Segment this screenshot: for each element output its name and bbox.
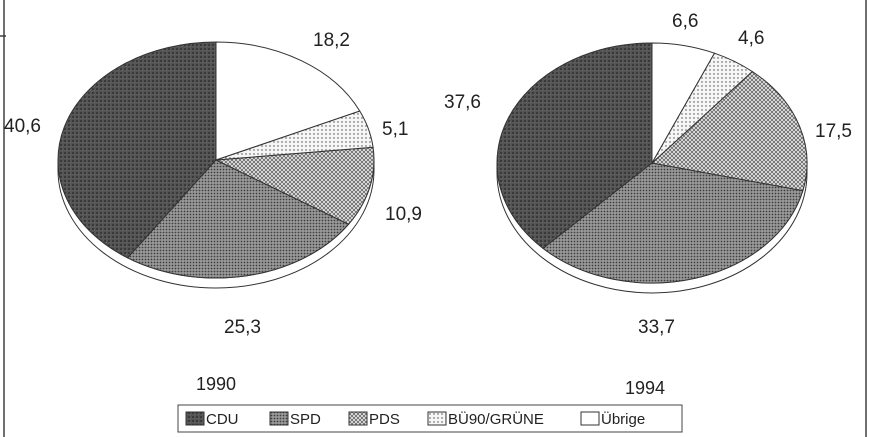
- legend-swatch-spd: [269, 411, 289, 426]
- legend-label-uebrige: Übrige: [601, 410, 645, 428]
- legend: CDU SPD PDS BÜ90/GRÜNE Übrige: [177, 404, 683, 433]
- year-label-1990: 1990: [196, 374, 236, 394]
- slice-label-spd-1994: 33,7: [638, 317, 675, 338]
- slice-spd-1994: [542, 162, 804, 284]
- legend-swatch-uebrige: [580, 411, 600, 426]
- slice-label-spd-1990: 25,3: [224, 317, 261, 338]
- slice-uebrige-1994: [651, 42, 716, 165]
- legend-label-bue90-gruene: BÜ90/GRÜNE: [448, 410, 544, 428]
- legend-swatch-pds: [348, 411, 368, 426]
- slice-label-uebrige-1994: 6,6: [672, 11, 698, 32]
- slice-label-cdu-1994: 37,6: [444, 92, 481, 113]
- slice-label-bue90-gruene-1994: 4,6: [738, 28, 764, 49]
- slice-pds-1990: [214, 146, 375, 225]
- slice-uebrige-1990: [215, 41, 361, 161]
- slice-cdu-1994: [496, 42, 653, 250]
- slice-label-pds-1990: 10,9: [385, 204, 422, 225]
- pie-1994: [496, 42, 808, 294]
- year-label-1994: 1994: [625, 378, 665, 398]
- slice-label-uebrige-1990: 18,2: [313, 30, 350, 51]
- slice-label-cdu-1990: 40,6: [4, 116, 41, 137]
- slice-label-pds-1994: 17,5: [815, 121, 852, 142]
- slice-label-bue90-gruene-1990: 5,1: [382, 119, 408, 140]
- legend-label-cdu: CDU: [206, 411, 239, 428]
- legend-label-pds: PDS: [369, 411, 400, 428]
- legend-label-spd: SPD: [290, 411, 321, 428]
- pie-1990: [57, 41, 375, 289]
- legend-swatch-cdu: [185, 411, 205, 426]
- slice-spd-1990: [126, 159, 350, 279]
- legend-swatch-bue90-gruene: [427, 411, 447, 426]
- slice-pds-1994: [650, 70, 808, 192]
- slice-cdu-1990: [57, 41, 217, 259]
